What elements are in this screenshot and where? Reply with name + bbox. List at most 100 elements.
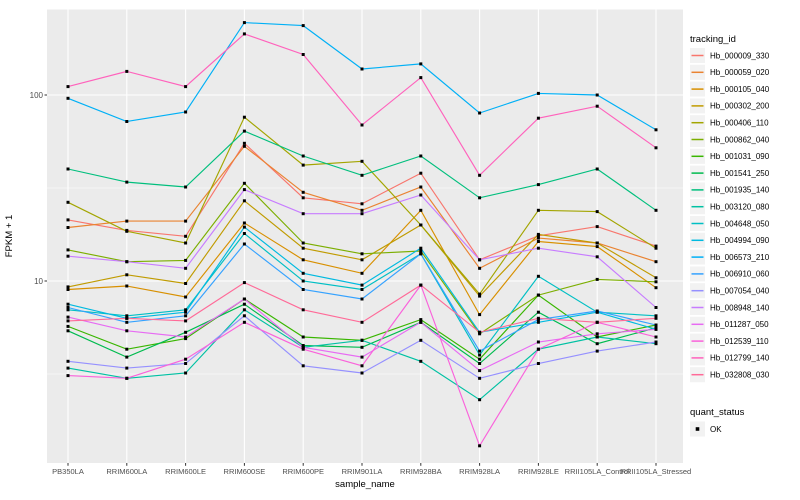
- data-point-marker: [654, 335, 658, 339]
- data-point-marker: [360, 208, 364, 212]
- legend-label: Hb_006573_210: [710, 253, 770, 262]
- data-point-marker: [125, 355, 129, 359]
- data-point-marker: [536, 240, 540, 243]
- data-point-marker: [478, 292, 482, 296]
- data-point-marker: [595, 309, 599, 313]
- data-point-marker: [66, 226, 70, 229]
- data-point-marker: [595, 349, 599, 353]
- data-point-marker: [478, 266, 482, 270]
- data-point-marker: [301, 246, 305, 250]
- legend-label: Hb_000105_040: [710, 85, 770, 94]
- data-point-marker: [654, 128, 658, 132]
- data-point-marker: [242, 232, 246, 235]
- data-point-marker: [66, 324, 70, 328]
- data-point-marker: [360, 123, 364, 127]
- data-point-marker: [654, 342, 658, 346]
- data-point-marker: [184, 234, 188, 238]
- data-point-marker: [184, 362, 188, 365]
- data-point-marker: [184, 310, 188, 314]
- data-point-marker: [66, 200, 70, 204]
- data-point-marker: [184, 357, 188, 361]
- data-point-marker: [125, 180, 129, 184]
- data-point-marker: [66, 167, 70, 171]
- data-point-marker: [242, 21, 246, 25]
- data-point-marker: [242, 115, 246, 119]
- data-point-marker: [242, 297, 246, 301]
- data-point-marker: [242, 199, 246, 203]
- data-point-marker: [654, 260, 658, 264]
- data-point-marker: [125, 366, 129, 370]
- data-point-marker: [478, 173, 482, 177]
- data-point-marker: [184, 85, 188, 89]
- data-point-marker: [184, 330, 188, 334]
- legend-label: Hb_000059_020: [710, 68, 770, 77]
- data-point-marker: [478, 357, 482, 361]
- data-point-marker: [360, 320, 364, 324]
- data-point-marker: [360, 212, 364, 216]
- data-point-marker: [654, 146, 658, 150]
- data-point-marker: [360, 345, 364, 349]
- data-point-marker: [654, 276, 658, 280]
- legend-label: Hb_004648_050: [710, 219, 770, 228]
- legend-item: Hb_008948_140: [690, 300, 770, 315]
- data-point-marker: [419, 318, 423, 322]
- data-point-marker: [654, 314, 658, 318]
- data-point-marker: [301, 196, 305, 200]
- data-point-marker: [595, 241, 599, 245]
- data-point-marker: [66, 248, 70, 252]
- data-point-marker: [360, 355, 364, 359]
- legend-label: Hb_012539_110: [710, 337, 769, 346]
- data-point-marker: [301, 163, 305, 167]
- data-point-marker: [66, 315, 70, 319]
- legend-item: Hb_006910_060: [690, 266, 770, 282]
- data-point-marker: [242, 188, 246, 192]
- data-point-marker: [242, 225, 246, 229]
- data-point-marker: [66, 308, 70, 312]
- legend-item: Hb_000059_020: [690, 64, 770, 80]
- legend-label: Hb_001935_140: [710, 186, 770, 195]
- data-point-marker: [301, 335, 305, 339]
- legend-item: Hb_001031_090: [690, 148, 770, 164]
- data-point-marker: [419, 62, 423, 66]
- data-point-marker: [125, 320, 129, 324]
- legend-item: Hb_000105_040: [690, 81, 770, 97]
- data-point-marker: [184, 110, 188, 114]
- data-point-marker: [478, 349, 482, 353]
- legend-label: Hb_000009_330: [710, 51, 770, 60]
- data-point-marker: [478, 444, 482, 448]
- data-point-marker: [419, 171, 423, 175]
- legend-item: Hb_000862_040: [690, 132, 770, 147]
- legend-item: Hb_000009_330: [690, 48, 770, 63]
- data-point-marker: [536, 293, 540, 297]
- data-point-marker: [66, 306, 70, 309]
- data-point-marker: [242, 242, 246, 246]
- data-point-marker: [536, 310, 540, 314]
- data-point-marker: [478, 398, 482, 402]
- data-point-marker: [478, 294, 482, 298]
- data-point-marker: [184, 266, 188, 270]
- data-point-marker: [125, 329, 129, 333]
- legend-label: Hb_006910_060: [710, 270, 770, 279]
- data-point-marker: [242, 221, 246, 225]
- legend-label: Hb_008948_140: [710, 303, 770, 312]
- data-point-marker: [184, 335, 188, 339]
- data-point-marker: [301, 344, 305, 347]
- x-tick-label: RRIM928LE: [518, 467, 559, 476]
- data-point-marker: [654, 327, 658, 331]
- data-point-marker: [595, 342, 599, 346]
- data-point-marker: [360, 271, 364, 275]
- data-point-marker: [125, 120, 129, 123]
- data-point-marker: [301, 288, 305, 291]
- data-point-marker: [419, 246, 423, 250]
- data-point-marker: [360, 364, 364, 368]
- data-point-marker: [125, 273, 129, 277]
- data-point-marker: [654, 208, 658, 212]
- data-point-marker: [125, 316, 129, 320]
- data-point-marker: [360, 252, 364, 256]
- data-point-marker: [595, 335, 599, 339]
- legend-label: Hb_007054_040: [710, 287, 770, 296]
- legend-label: OK: [710, 425, 722, 434]
- data-point-marker: [419, 76, 423, 80]
- data-point-marker: [242, 141, 246, 145]
